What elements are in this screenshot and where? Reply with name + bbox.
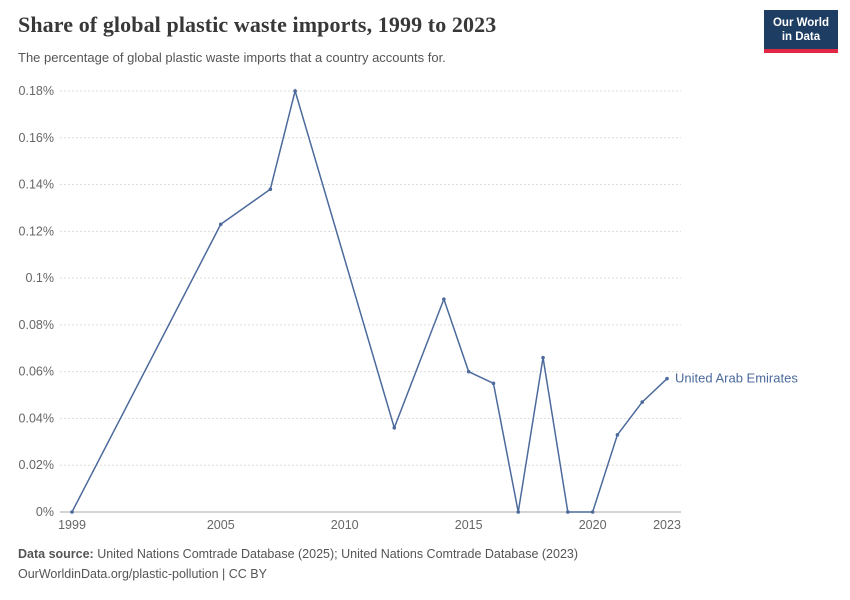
data-point xyxy=(491,381,496,386)
data-point xyxy=(516,510,521,514)
x-tick-label: 1999 xyxy=(58,518,86,532)
data-point xyxy=(293,89,297,93)
owid-logo-line1: Our World xyxy=(772,17,829,29)
data-point xyxy=(541,355,545,360)
data-point xyxy=(442,297,446,301)
data-point xyxy=(615,433,620,437)
chart-footer: Data source: United Nations Comtrade Dat… xyxy=(18,544,578,584)
data-point xyxy=(218,222,223,227)
y-tick-label: 0.06% xyxy=(19,365,54,379)
data-source-text: United Nations Comtrade Database (2025);… xyxy=(93,547,579,561)
data-point xyxy=(466,369,471,374)
y-tick-label: 0.12% xyxy=(19,224,54,238)
y-tick-label: 0% xyxy=(36,505,54,519)
chart-subtitle: The percentage of global plastic waste i… xyxy=(18,50,446,65)
x-tick-label: 2020 xyxy=(579,518,607,532)
y-tick-label: 0.18% xyxy=(19,84,54,98)
data-source-line: Data source: United Nations Comtrade Dat… xyxy=(18,544,578,564)
x-tick-label: 2023 xyxy=(653,518,681,532)
series-line xyxy=(71,88,668,513)
data-point xyxy=(640,400,645,404)
y-tick-label: 0.04% xyxy=(19,411,54,425)
owid-logo-line2: in Data xyxy=(781,31,821,43)
y-tick-label: 0.16% xyxy=(19,131,54,145)
data-point xyxy=(70,510,74,514)
chart-svg: 0% 0.02% 0.04% 0.06% 0.08% 0.1% 0.12% 0.14% 0.16… xyxy=(19,84,799,532)
x-tick-label: 2015 xyxy=(455,518,483,532)
y-tick-label: 0.08% xyxy=(19,318,54,332)
data-point xyxy=(268,187,273,192)
entity-label: United Arab Emirates xyxy=(675,371,798,386)
data-source-label: Data source: xyxy=(18,547,94,561)
data-point xyxy=(566,510,570,514)
y-tick-label: 0.1% xyxy=(26,271,55,285)
data-point xyxy=(590,510,595,514)
chart-title: Share of global plastic waste imports, 1… xyxy=(18,12,497,37)
data-point xyxy=(665,376,669,381)
y-tick-label: 0.14% xyxy=(19,178,54,192)
owid-logo: Our World in Data xyxy=(763,10,838,53)
x-tick-label: 2010 xyxy=(331,518,359,532)
data-point xyxy=(392,426,397,430)
license-line: OurWorldinData.org/plastic-pollution | C… xyxy=(18,567,267,581)
x-tick-label: 2005 xyxy=(207,518,235,532)
y-tick-label: 0.02% xyxy=(19,458,54,472)
